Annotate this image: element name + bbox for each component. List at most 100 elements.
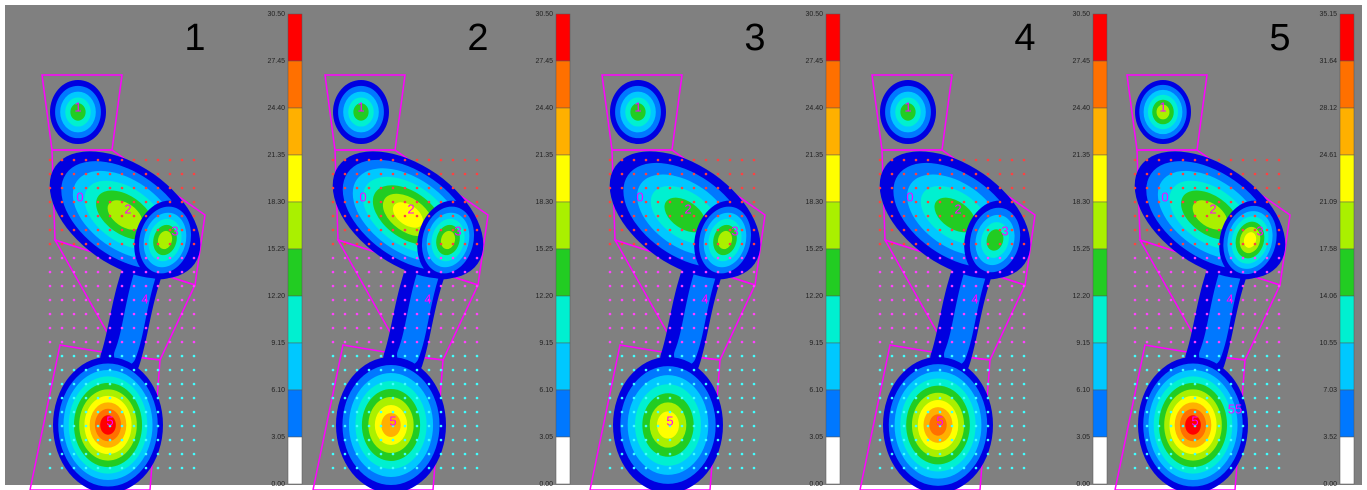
pressure-zone [986,229,1004,251]
sensor-dot [463,354,467,358]
sensor-dot [72,312,76,316]
sensor-dot [926,382,930,386]
sensor-dot [986,270,990,274]
sensor-dot [1022,382,1026,386]
sensor-dot [878,270,882,274]
sensor-dot [415,424,419,428]
sensor-dot [343,340,347,344]
sensor-dot [439,256,443,260]
sensor-dot [391,410,395,414]
sensor-dot [84,228,88,232]
sensor-dot [608,256,612,260]
scale-label: 30.50 [1072,11,1090,18]
sensor-dot [1217,368,1221,372]
sensor-dot [692,312,696,316]
sensor-dot [974,396,978,400]
sensor-dot [1217,158,1221,162]
sensor-dot [914,340,918,344]
sensor-dot [962,452,966,456]
sensor-dot [716,382,720,386]
sensor-dot [926,354,930,358]
color-bar-segment [555,295,571,344]
sensor-dot [60,452,64,456]
sensor-dot [1145,424,1149,428]
sensor-dot [1217,452,1221,456]
sensor-dot [644,326,648,330]
sensor-dot [1145,410,1149,414]
sensor-dot [890,354,894,358]
sensor-dot [120,214,124,218]
sensor-dot [1145,200,1149,204]
sensor-dot [343,200,347,204]
sensor-dot [926,466,930,470]
sensor-dot [950,214,954,218]
sensor-dot [752,340,756,344]
color-bar-segment [555,154,571,203]
color-bar-segment [1092,201,1108,250]
sensor-dot [608,396,612,400]
sensor-dot [644,312,648,316]
scale-label: 12.20 [1072,293,1090,300]
sensor-dot [156,228,160,232]
sensor-dot [950,382,954,386]
sensor-dot [632,326,636,330]
sensor-dot [692,284,696,288]
sensor-dot [1181,172,1185,176]
sensor-dot [96,200,100,204]
sensor-dot [914,158,918,162]
sensor-dot [379,340,383,344]
sensor-dot [1022,298,1026,302]
sensor-dot [1157,466,1161,470]
sensor-dot [192,340,196,344]
sensor-dot [156,354,160,358]
sensor-dot [180,368,184,372]
sensor-dot [367,214,371,218]
color-bar-segment [287,60,303,109]
sensor-dot [1193,186,1197,190]
sensor-dot [108,326,112,330]
sensor-dot [1265,214,1269,218]
sensor-dot [427,410,431,414]
sensor-dot [998,410,1002,414]
sensor-dot [656,396,660,400]
sensor-dot [475,424,479,428]
sensor-dot [986,354,990,358]
sensor-dot [902,340,906,344]
sensor-dot [192,396,196,400]
sensor-dot [704,452,708,456]
sensor-dot [180,214,184,218]
sensor-dot [439,270,443,274]
sensor-dot [902,270,906,274]
sensor-dot [728,284,732,288]
sensor-dot [1253,382,1257,386]
sensor-dot [1205,158,1209,162]
sensor-dot [1157,382,1161,386]
sensor-dot [1157,298,1161,302]
color-bar-segment [1339,60,1355,109]
sensor-dot [48,368,52,372]
region-label: 0 [1161,189,1168,204]
region-label: 4 [971,291,978,306]
sensor-dot [632,214,636,218]
sensor-dot [144,228,148,232]
scale-label: 0.00 [809,481,823,488]
sensor-dot [680,354,684,358]
sensor-dot [914,368,918,372]
sensor-dot [72,466,76,470]
sensor-dot [1169,284,1173,288]
sensor-dot [1205,298,1209,302]
sensor-dot [656,228,660,232]
sensor-dot [439,368,443,372]
sensor-dot [704,438,708,442]
sensor-dot [120,270,124,274]
sensor-dot [367,158,371,162]
sensor-dot [974,256,978,260]
sensor-dot [1265,172,1269,176]
sensor-dot [704,270,708,274]
sensor-dot [668,270,672,274]
sensor-dot [716,424,720,428]
sensor-dot [1181,256,1185,260]
sensor-dot [1157,158,1161,162]
sensor-dot [96,186,100,190]
sensor-dot [84,256,88,260]
